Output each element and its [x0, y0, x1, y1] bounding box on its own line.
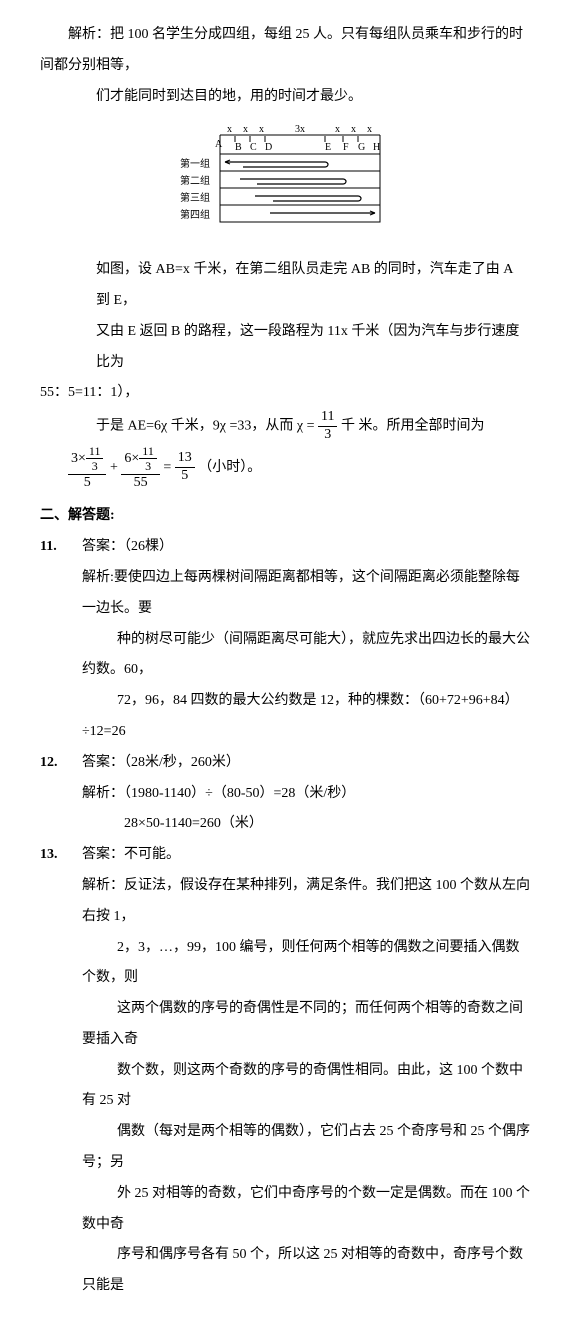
svg-text:x: x — [367, 124, 372, 135]
para-2: 们才能同时到达目的地，用的时间才最少。 — [96, 82, 530, 113]
svg-text:第四组: 第四组 — [180, 208, 210, 221]
svg-text:3x: 3x — [295, 124, 305, 135]
svg-text:x: x — [259, 124, 264, 135]
q13-answer: 答案：不可能。 — [82, 840, 530, 871]
q12: 12. 答案：（28米/秒，260米） 解析：（1980-1140）÷（80-5… — [40, 748, 530, 840]
para-3: 如图，设 AB=x 千米，在第二组队员走完 AB 的同时，汽车走了由 A 到 E… — [96, 255, 530, 317]
svg-text:x: x — [243, 124, 248, 135]
para-5: 55：5=11：1）， — [40, 378, 530, 409]
q12-num: 12. — [40, 748, 75, 840]
svg-text:第二组: 第二组 — [180, 174, 210, 187]
para-6: 于是 AE=6χ 千米，9χ =33，从而 χ = 113 千 米。所用全部时间… — [96, 409, 530, 444]
svg-text:A: A — [215, 139, 223, 150]
q11-l3: 72，96，84 四数的最大公约数是 12，种的棵数：（60+72+96+84）… — [82, 686, 530, 748]
svg-text:C: C — [250, 142, 257, 153]
q12-l2: 28×50-1140=260（米） — [82, 809, 530, 840]
section-2-title: 二、解答题: — [40, 501, 530, 532]
svg-text:H: H — [373, 142, 380, 153]
q13-l7: 序号和偶序号各有 50 个，所以这 25 对相等的奇数中，奇序号个数只能是 — [82, 1240, 530, 1302]
q11-l2: 种的树尽可能少（间隔距离尽可能大），就应先求出四边长的最大公约数。60， — [82, 625, 530, 687]
para-1: 解析：把 100 名学生分成四组，每组 25 人。只有每组队员乘车和步行的时间都… — [40, 20, 530, 82]
q12-l1: 解析：（1980-1140）÷（80-50）=28（米/秒） — [82, 779, 530, 810]
q11-answer: 答案：（26棵） — [82, 532, 530, 563]
svg-text:E: E — [325, 142, 331, 153]
svg-text:D: D — [265, 142, 272, 153]
q11-l1: 解析:要使四边上每两棵树间隔距离都相等，这个间隔距离必须能整除每一边长。要 — [82, 563, 530, 625]
svg-text:第一组: 第一组 — [180, 157, 210, 170]
q13: 13. 答案：不可能。 解析：反证法，假设存在某种排列，满足条件。我们把这 10… — [40, 840, 530, 1302]
q13-num: 13. — [40, 840, 75, 1302]
bus-diagram: xxx 3x xxx A BCD EFGH 第一组 第二组 第三组 第四组 — [165, 122, 405, 245]
q11: 11. 答案：（26棵） 解析:要使四边上每两棵树间隔距离都相等，这个间隔距离必… — [40, 532, 530, 748]
svg-text:x: x — [227, 124, 232, 135]
svg-text:B: B — [235, 142, 242, 153]
q11-num: 11. — [40, 532, 75, 748]
svg-text:第三组: 第三组 — [180, 191, 210, 204]
svg-text:G: G — [358, 142, 365, 153]
q13-l2: 2，3，…，99，100 编号，则任何两个相等的偶数之间要插入偶数个数，则 — [82, 933, 530, 995]
q13-l1: 解析：反证法，假设存在某种排列，满足条件。我们把这 100 个数从左向右按 1， — [82, 871, 530, 933]
q13-l6: 外 25 对相等的奇数，它们中奇序号的个数一定是偶数。而在 100 个数中奇 — [82, 1179, 530, 1241]
q12-answer: 答案：（28米/秒，260米） — [82, 748, 530, 779]
q13-l3: 这两个偶数的序号的奇偶性是不同的；而任何两个相等的奇数之间要插入奇 — [82, 994, 530, 1056]
q13-l5: 偶数（每对是两个相等的偶数），它们占去 25 个奇序号和 25 个偶序号；另 — [82, 1117, 530, 1179]
svg-text:F: F — [343, 142, 349, 153]
q13-l4: 数个数，则这两个奇数的序号的奇偶性相同。由此，这 100 个数中有 25 对 — [82, 1056, 530, 1118]
svg-text:x: x — [335, 124, 340, 135]
equation: 3×113 5 + 6×113 55 = 135 （小时）。 — [68, 444, 530, 492]
svg-text:x: x — [351, 124, 356, 135]
para-4: 又由 E 返回 B 的路程，这一段路程为 11x 千米（因为汽车与步行速度比为 — [96, 317, 530, 379]
